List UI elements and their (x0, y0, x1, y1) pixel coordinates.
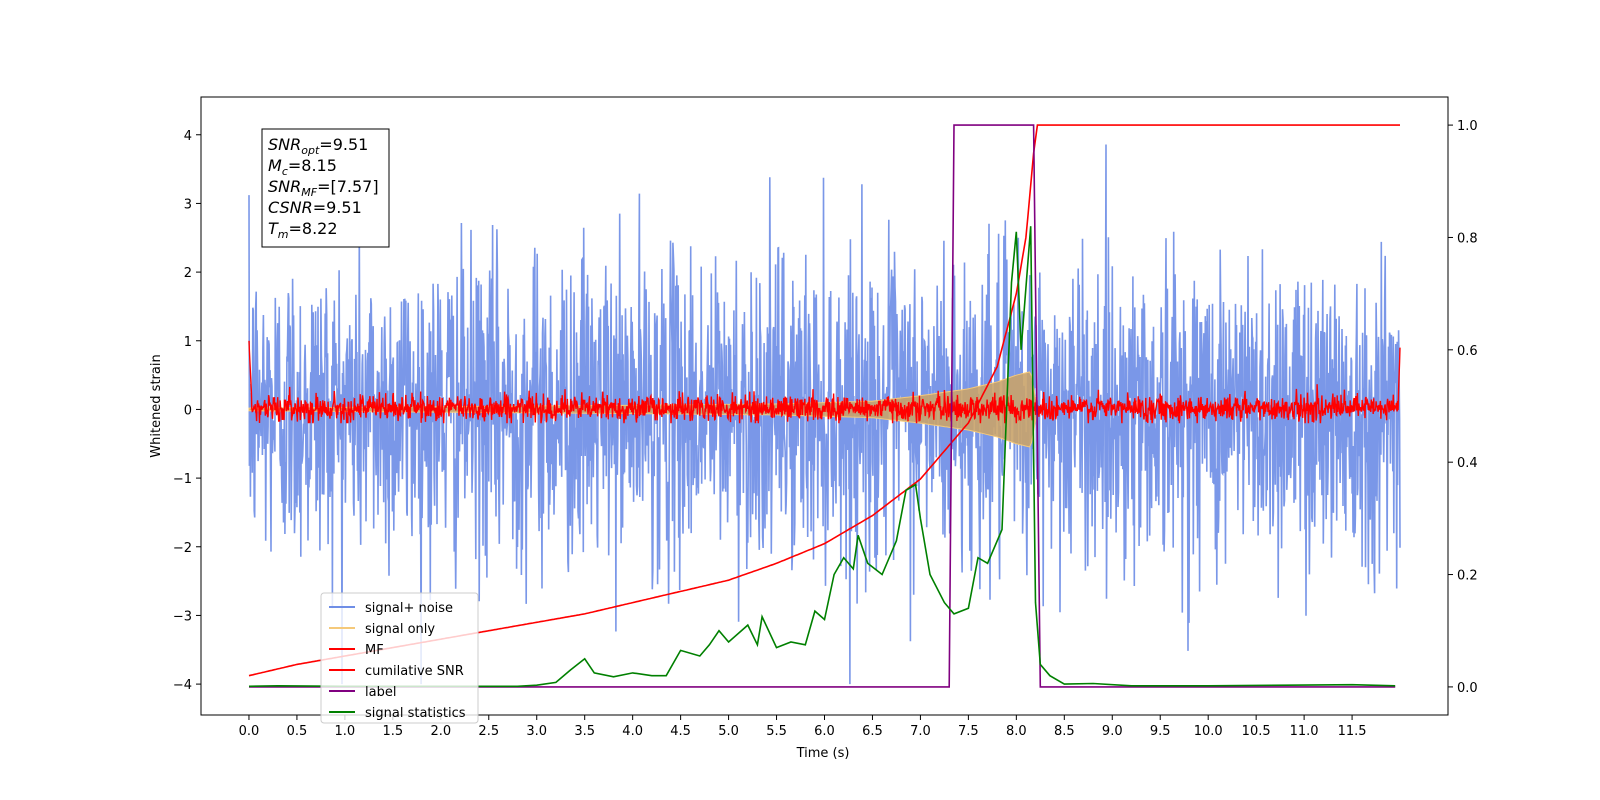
legend-label: signal statistics (365, 706, 466, 721)
x-tick-label: 11.0 (1290, 724, 1319, 739)
x-tick-label: 4.0 (622, 724, 643, 739)
x-tick-label: 5.5 (766, 724, 787, 739)
annotation-symbol: SNR (268, 135, 301, 154)
series-signal-noise-line (248, 144, 1401, 685)
x-tick-label: 10.0 (1194, 724, 1223, 739)
y2-tick-label: 0.2 (1457, 569, 1478, 584)
annotation-symbol: M (268, 156, 282, 175)
annotation-frame (261, 128, 390, 248)
x-tick-label: 2.5 (478, 724, 499, 739)
x-tick-label: 0.0 (239, 724, 260, 739)
x-tick-label: 10.5 (1242, 724, 1271, 739)
x-tick-label: 9.5 (1150, 724, 1171, 739)
x-tick-label: 6.0 (814, 724, 835, 739)
annotation-value: =9.51 (313, 198, 362, 217)
legend-label: signal only (365, 622, 435, 637)
annotation-subscript: MF (301, 186, 317, 199)
y2-axis-ticks: 0.0 0.2 0.4 0.6 0.8 1.0 (1448, 119, 1478, 696)
y-tick-label: −1 (173, 472, 192, 487)
annotation-subscript: opt (301, 144, 320, 157)
x-tick-label: 1.5 (383, 724, 404, 739)
x-tick-label: 3.5 (574, 724, 595, 739)
y2-tick-label: 0.0 (1457, 681, 1478, 696)
y-axis-ticks: −4 −3 −2 −1 0 1 2 3 4 (173, 129, 201, 693)
annotation-value: =[7.57] (317, 177, 379, 196)
legend-label: signal+ noise (365, 601, 453, 616)
x-tick-label: 6.5 (862, 724, 883, 739)
annotation-symbol: T (268, 219, 279, 238)
x-tick-label: 8.0 (1006, 724, 1027, 739)
x-axis-label: Time (s) (796, 746, 850, 761)
series-mf-line (248, 340, 1401, 424)
x-axis-ticks: 0.0 0.5 1.0 1.5 2.0 2.5 3.0 3.5 4.0 4.5 5.0 5.5 6.0 6… (239, 715, 1367, 739)
series-label-line (249, 124, 1396, 688)
annotation-symbol: CSNR (268, 198, 313, 217)
annotation-line: SNRMF=[7.57] (268, 177, 379, 199)
x-tick-label: 8.5 (1054, 724, 1075, 739)
x-tick-label: 4.5 (670, 724, 691, 739)
y2-tick-label: 0.8 (1457, 231, 1478, 246)
y-tick-label: −2 (173, 541, 192, 556)
annotation-symbol: SNR (268, 177, 301, 196)
legend-frame (320, 592, 479, 724)
x-tick-label: 3.0 (526, 724, 547, 739)
x-tick-label: 7.0 (910, 724, 931, 739)
x-tick-label: 7.5 (958, 724, 979, 739)
y-tick-label: −3 (173, 609, 192, 624)
y-tick-label: 3 (184, 197, 192, 212)
y2-tick-label: 0.4 (1457, 456, 1478, 471)
x-tick-label: 2.0 (430, 724, 451, 739)
y-tick-label: 2 (184, 266, 192, 281)
annotation-box: SNRopt=9.51Mc=8.15SNRMF=[7.57]CSNR=9.51T… (261, 128, 390, 248)
y2-tick-label: 0.6 (1457, 344, 1478, 359)
annotation-subscript: c (282, 165, 288, 178)
legend-label: label (365, 685, 396, 700)
annotation-value: =9.51 (319, 135, 368, 154)
y-tick-label: 4 (184, 129, 192, 144)
x-tick-label: 1.0 (335, 724, 356, 739)
series-layer (248, 124, 1401, 688)
annotation-value: =8.22 (289, 219, 338, 238)
x-tick-label: 9.0 (1102, 724, 1123, 739)
annotation-subscript: m (278, 228, 289, 241)
annotation-value: =8.15 (288, 156, 337, 175)
legend: signal+ noise signal only MF cumilative SNR… (320, 592, 479, 724)
y-tick-label: 1 (184, 335, 192, 350)
x-tick-label: 5.0 (718, 724, 739, 739)
y-axis-label: Whitened strain (149, 354, 164, 457)
y2-tick-label: 1.0 (1457, 119, 1478, 134)
legend-label: MF (365, 643, 384, 658)
annotation-line: Tm=8.22 (268, 219, 338, 241)
series-signal-statistics-line (248, 226, 1396, 688)
y-tick-label: 0 (184, 403, 192, 418)
annotation-line: SNRopt=9.51 (268, 135, 368, 157)
annotation-line: CSNR=9.51 (268, 198, 362, 217)
annotation-line: Mc=8.15 (268, 156, 337, 178)
y-tick-label: −4 (173, 678, 192, 693)
x-tick-label: 11.5 (1338, 724, 1367, 739)
x-tick-label: 0.5 (287, 724, 308, 739)
legend-label: cumilative SNR (365, 664, 464, 679)
